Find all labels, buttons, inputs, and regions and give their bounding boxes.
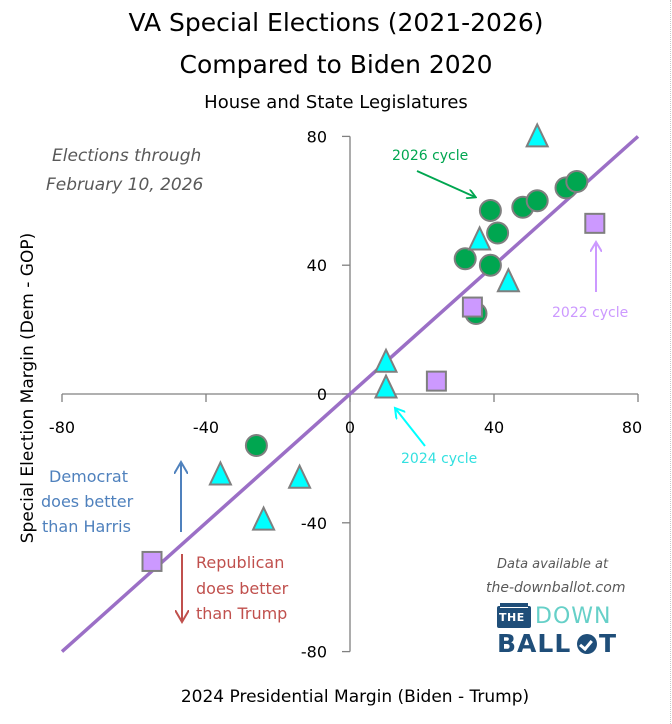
point-2026-cycle — [244, 434, 268, 458]
point-2022-cycle — [141, 550, 163, 572]
date-note-line1: Elections through — [52, 146, 202, 166]
chart-subtitle: House and State Legislatures — [204, 92, 468, 113]
point-2024-cycle — [373, 373, 399, 399]
x-tick-label: -40 — [193, 418, 219, 437]
point-2026-cycle — [478, 198, 502, 222]
point-2026-cycle — [565, 169, 589, 193]
dem-note-line2: does better — [41, 492, 134, 511]
point-2026-cycle — [525, 189, 549, 213]
rep-note-line1: Republican — [196, 553, 285, 572]
logo-slot — [500, 603, 528, 608]
logo-ballot-box-icon: THE — [497, 603, 531, 628]
point-2024-cycle — [373, 347, 399, 373]
source-note-line1: Data available at — [497, 557, 609, 572]
chart-title: VA Special Elections (2021-2026) — [128, 8, 544, 37]
rep-note-line3: than Trump — [196, 604, 288, 623]
logo-check-icon — [577, 634, 597, 654]
label-2026-cycle: 2026 cycle — [392, 148, 469, 164]
rep-note-line2: does better — [196, 579, 289, 598]
point-2024-cycle — [525, 122, 550, 148]
point-2026-cycle — [478, 253, 502, 277]
point-2024-cycle — [287, 463, 312, 489]
data-points — [141, 122, 606, 572]
dem-note-line3: than Harris — [42, 517, 131, 536]
arrow-2026 — [416, 170, 475, 197]
right-edge-border — [670, 0, 671, 724]
point-2022-cycle — [425, 370, 447, 392]
point-2024-cycle — [467, 225, 492, 251]
logo-ballot: BALL — [497, 629, 572, 658]
chart-title-line2: Compared to Biden 2020 — [179, 50, 493, 79]
x-tick-label: 40 — [484, 418, 504, 437]
point-2022-cycle — [461, 296, 483, 318]
label-2022-cycle: 2022 cycle — [552, 305, 629, 321]
point-2026-cycle — [486, 221, 510, 245]
point-2026-cycle — [453, 247, 477, 271]
arrow-2024 — [395, 408, 426, 447]
tick-labels: -80 -40 0 40 80 80 40 0 -40 -80 — [49, 127, 642, 661]
point-2024-cycle — [208, 460, 233, 486]
downballot-logo: THE DOWN BALL T — [497, 603, 627, 660]
logo-down: DOWN — [535, 604, 612, 629]
x-tick-label: -80 — [49, 418, 75, 437]
y-tick-label: 80 — [307, 127, 327, 146]
source-note-line2: the-downballot.com — [486, 580, 626, 596]
y-tick-label: 40 — [307, 256, 327, 275]
y-axis-label: Special Election Margin (Dem - GOP) — [18, 233, 38, 543]
y-tick-label: -40 — [301, 514, 327, 533]
date-note-line2: February 10, 2026 — [46, 175, 204, 195]
dem-note-line1: Democrat — [49, 467, 128, 486]
point-2022-cycle — [584, 212, 606, 234]
x-tick-label: 0 — [345, 418, 355, 437]
y-tick-label: 0 — [317, 385, 327, 404]
point-2024-cycle — [251, 505, 276, 531]
label-2024-cycle: 2024 cycle — [401, 451, 478, 467]
logo-the: THE — [499, 611, 525, 624]
y-tick-label: -80 — [301, 643, 327, 662]
point-2024-cycle — [496, 266, 521, 293]
x-tick-label: 80 — [622, 418, 642, 437]
logo-ballot-t: T — [599, 629, 617, 658]
x-axis-label: 2024 Presidential Margin (Biden - Trump) — [181, 687, 529, 707]
